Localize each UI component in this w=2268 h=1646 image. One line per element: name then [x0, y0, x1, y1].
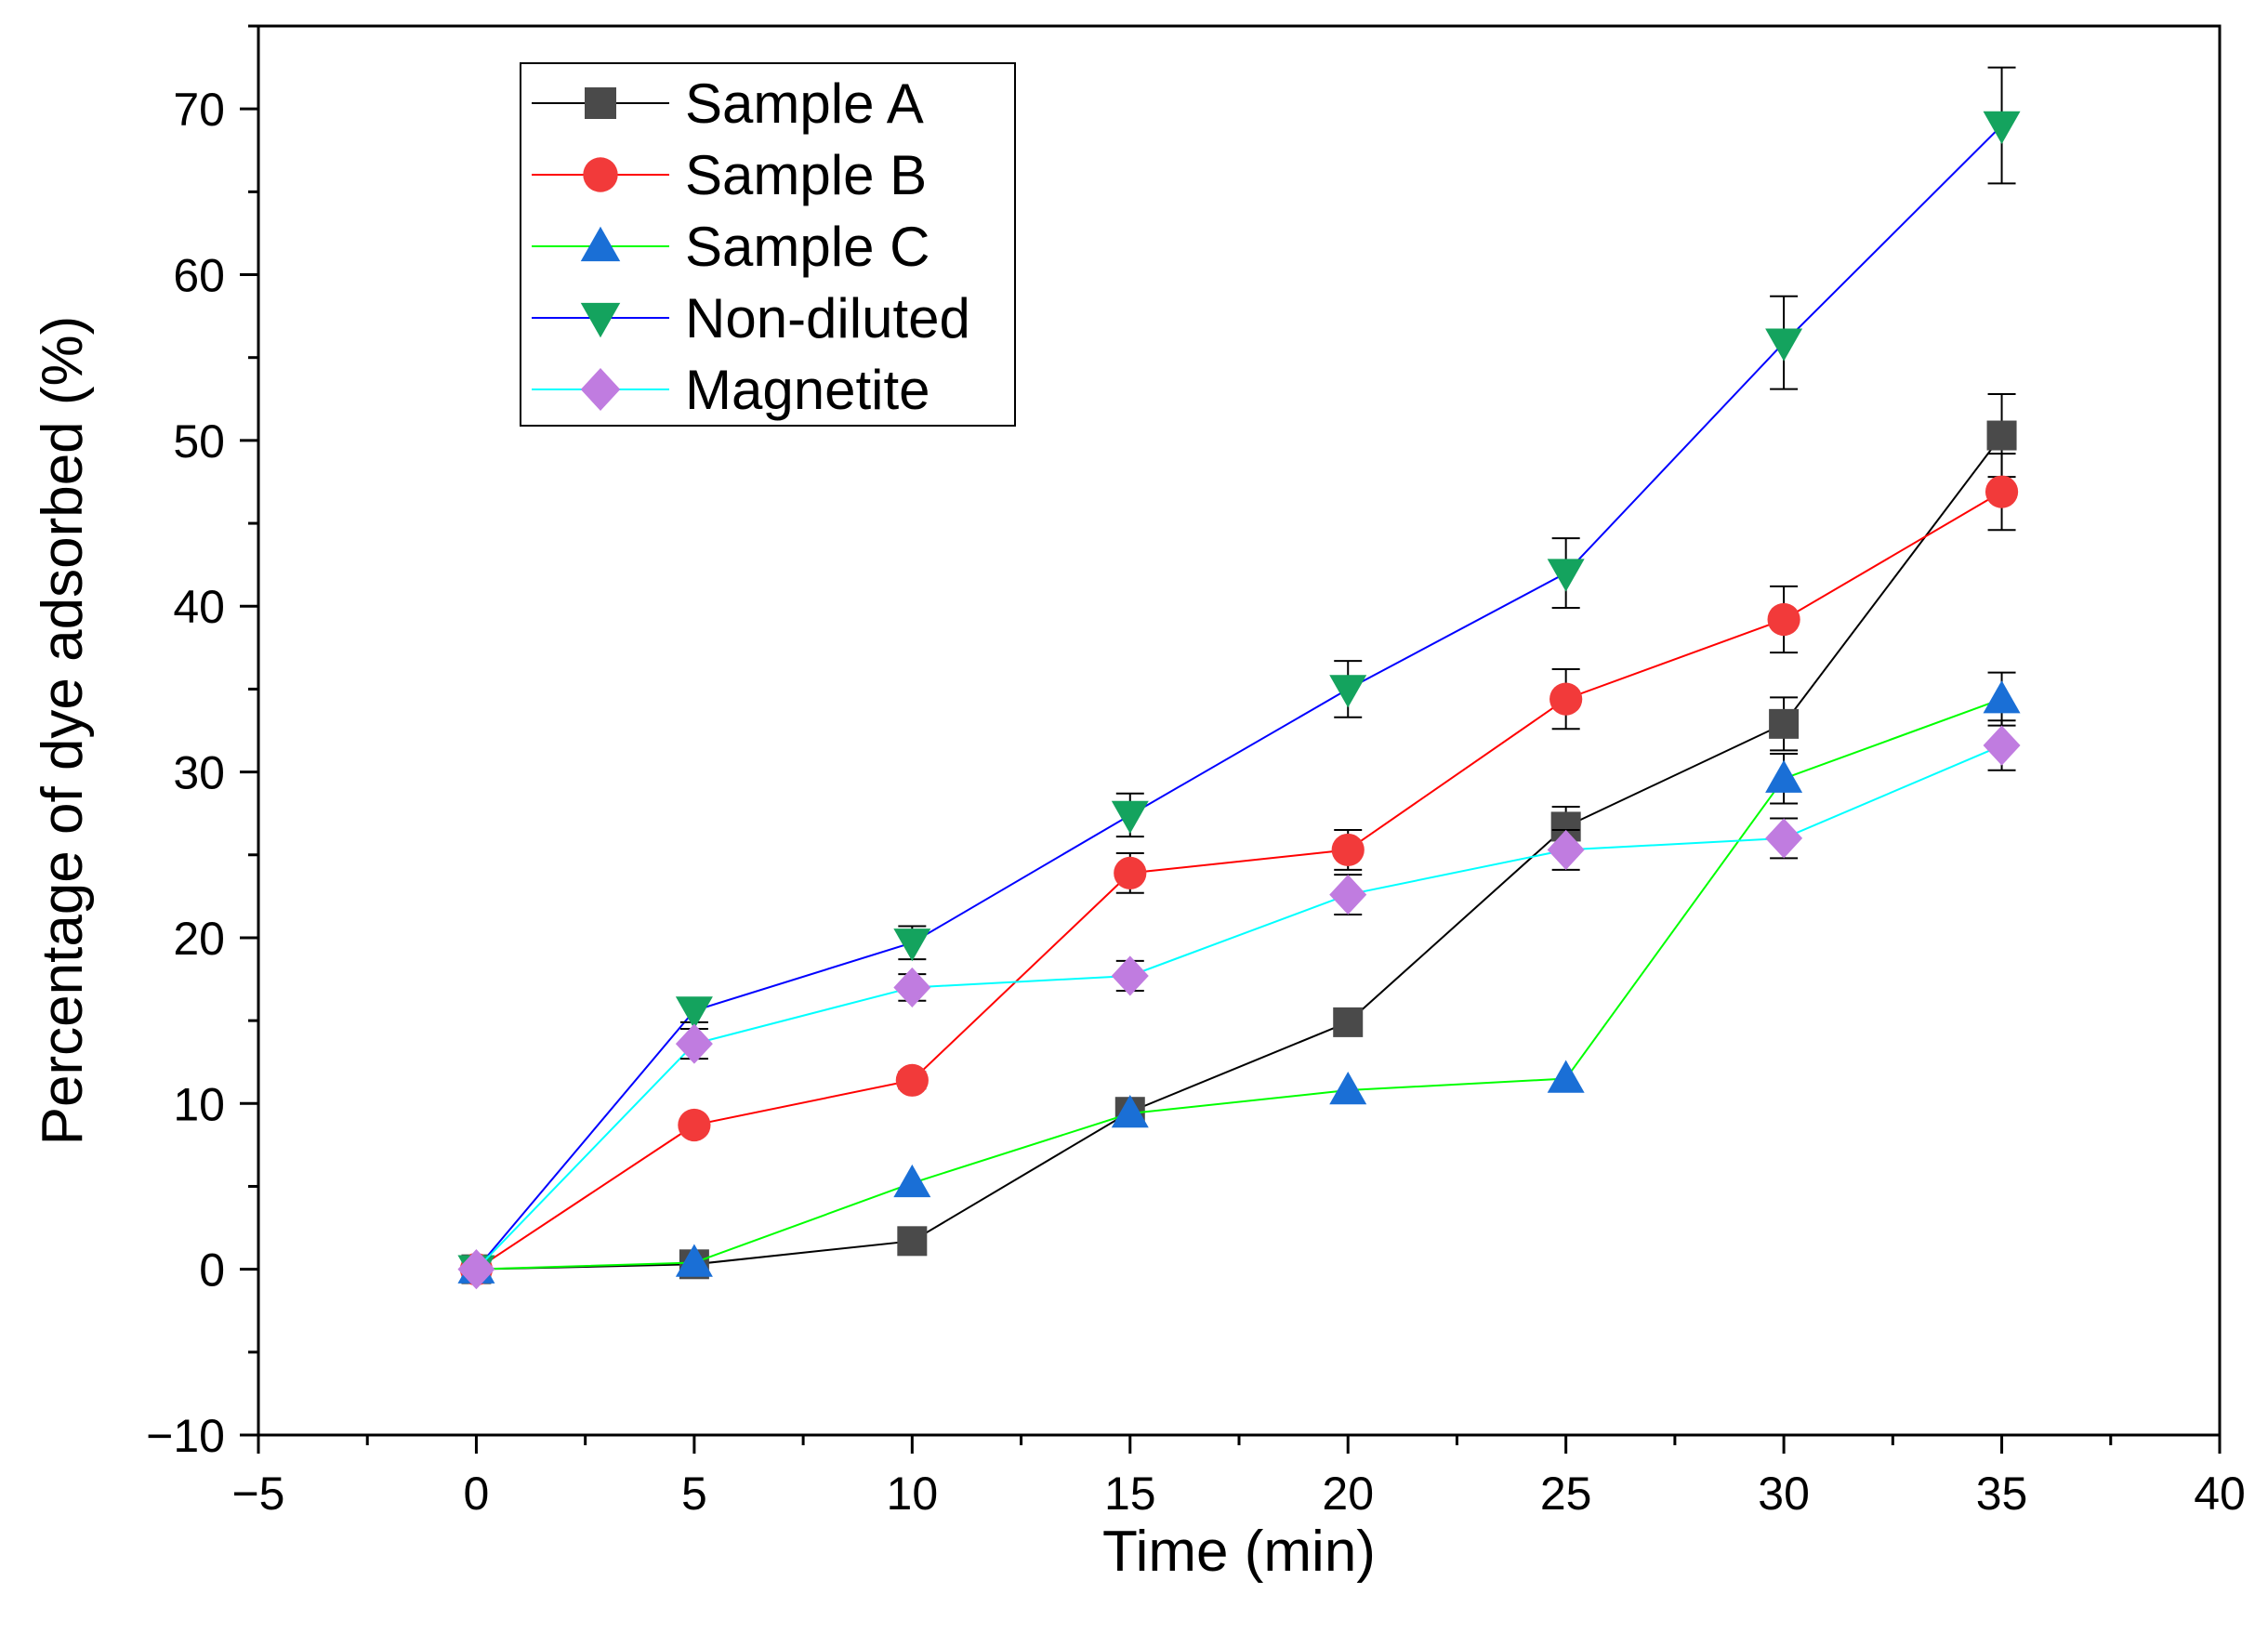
series-line — [476, 434, 2003, 1271]
series-magnetite — [457, 719, 2021, 1290]
data-point — [1111, 800, 1149, 834]
legend-marker — [583, 157, 618, 192]
series-line — [475, 744, 2002, 1271]
data-point — [1765, 328, 1803, 362]
series-line — [475, 491, 2003, 1271]
data-point — [675, 1023, 713, 1064]
legend-label: Non-diluted — [685, 287, 970, 349]
y-tick-label: 30 — [173, 747, 225, 799]
data-point — [678, 1108, 711, 1142]
data-point — [1767, 602, 1800, 637]
data-point — [893, 967, 931, 1008]
data-point — [893, 1164, 931, 1198]
data-point — [1111, 1094, 1149, 1128]
x-tick-label: 40 — [2194, 1468, 2246, 1520]
data-point — [1984, 475, 2019, 508]
legend-label: Magnetite — [685, 359, 930, 421]
x-axis-title: Time (min) — [1102, 1520, 1376, 1584]
y-axis-title: Percentage of dye adsorbed (%) — [31, 316, 95, 1146]
y-tick-label: 60 — [173, 250, 225, 302]
y-axis: −10 0 10 20 30 40 50 60 70 — [146, 24, 258, 1462]
legend-item-sample-a: Sample A — [532, 72, 924, 135]
data-point — [1114, 856, 1147, 889]
data-point — [1983, 725, 2021, 766]
data-point — [897, 1226, 928, 1257]
legend-marker — [580, 302, 621, 338]
data-point — [1765, 759, 1803, 793]
legend-marker — [580, 368, 621, 411]
y-tick-label: −10 — [146, 1410, 225, 1462]
data-point — [675, 1244, 713, 1277]
data-point — [1765, 818, 1803, 859]
y-tick-label: 70 — [173, 84, 225, 136]
data-point — [1331, 833, 1365, 867]
data-point — [1329, 874, 1367, 915]
data-point — [675, 996, 713, 1030]
legend-label: Sample A — [685, 72, 924, 135]
x-tick-label: 25 — [1540, 1468, 1592, 1520]
data-point — [1329, 675, 1367, 708]
x-tick-label: 15 — [1104, 1468, 1156, 1520]
x-tick-label: 20 — [1322, 1468, 1374, 1520]
series-sample-c — [457, 671, 2021, 1284]
legend-label: Sample B — [685, 144, 927, 206]
y-tick-label: 20 — [173, 913, 225, 965]
data-point — [1333, 1007, 1364, 1037]
data-point — [1547, 559, 1585, 592]
legend-marker — [585, 87, 616, 119]
data-point — [1983, 111, 2021, 145]
plot-layer — [457, 66, 2021, 1290]
y-tick-label: 40 — [173, 581, 225, 633]
x-tick-label: 30 — [1758, 1468, 1810, 1520]
legend-label: Sample C — [685, 216, 930, 278]
x-tick-label: 10 — [887, 1468, 939, 1520]
x-tick-label: 35 — [1976, 1468, 2028, 1520]
x-tick-label: 5 — [681, 1468, 707, 1520]
y-tick-label: 10 — [173, 1078, 225, 1130]
y-tick-label: 50 — [173, 415, 225, 467]
legend-item-magnetite: Magnetite — [532, 359, 930, 421]
legend-item-non-diluted: Non-diluted — [532, 287, 970, 349]
legend: Sample A Sample B Sample C Non-diluted Magne… — [520, 62, 1016, 427]
data-point — [1986, 420, 2017, 451]
data-point — [1549, 682, 1583, 716]
data-point — [1111, 955, 1149, 996]
x-axis: −5 0 5 10 15 20 25 30 35 40 — [231, 1435, 2246, 1520]
legend-marker — [580, 226, 621, 262]
data-point — [1547, 829, 1585, 871]
series-line — [475, 125, 2003, 1271]
data-point — [1769, 708, 1800, 739]
data-point — [1547, 1060, 1585, 1093]
x-tick-label: −5 — [231, 1468, 284, 1520]
data-point — [1983, 680, 2021, 714]
x-tick-label: 0 — [464, 1468, 490, 1520]
data-point — [457, 1249, 495, 1290]
data-point — [895, 1063, 929, 1097]
series-line — [476, 698, 2002, 1271]
data-point — [1329, 1072, 1367, 1105]
legend-item-sample-b: Sample B — [532, 144, 927, 206]
data-point — [893, 928, 931, 962]
y-tick-label: 0 — [199, 1244, 225, 1297]
legend-item-sample-c: Sample C — [532, 216, 930, 278]
